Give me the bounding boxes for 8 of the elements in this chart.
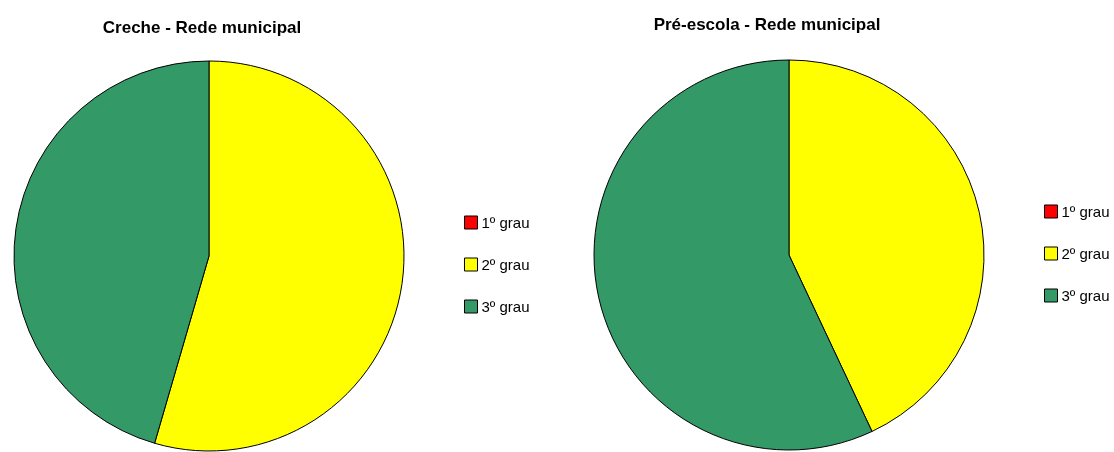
legend-label: 3º grau — [1061, 287, 1110, 304]
legend-label: 2º grau — [1061, 245, 1110, 262]
legend-label: 1º grau — [481, 214, 530, 231]
legend-label: 2º grau — [481, 256, 530, 273]
chart-title: Pré-escola - Rede municipal — [653, 15, 881, 34]
chart-title: Creche - Rede municipal — [102, 18, 302, 37]
legend-label: 1º grau — [1061, 203, 1110, 220]
legend-label: 3º grau — [481, 298, 530, 315]
